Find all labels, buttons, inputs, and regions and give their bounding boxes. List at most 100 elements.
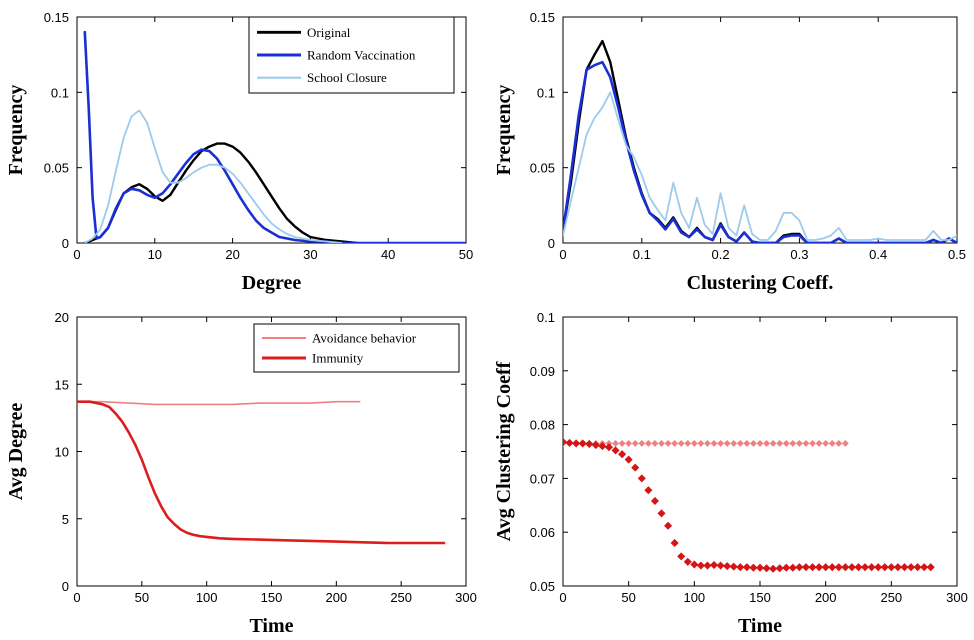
x-tick-label: 0.2 xyxy=(712,247,730,262)
data-point-immunity xyxy=(631,463,640,472)
data-point-avoidance-behavior xyxy=(802,440,810,447)
legend-label-school-closure: School Closure xyxy=(307,70,387,85)
data-point-avoidance-behavior xyxy=(618,440,626,447)
legend: Avoidance behavior Immunity xyxy=(253,323,460,373)
data-point-immunity xyxy=(755,563,765,572)
x-tick-label: 250 xyxy=(880,590,902,605)
series-line-immunity xyxy=(77,400,446,545)
x-tick-label: 300 xyxy=(455,590,477,605)
y-tick-label: 0.07 xyxy=(530,471,555,486)
data-point-avoidance-behavior xyxy=(730,440,738,447)
x-tick-label: 150 xyxy=(261,590,283,605)
y-tick-label: 0.15 xyxy=(530,10,555,25)
data-point-immunity xyxy=(690,560,699,569)
y-tick-label: 20 xyxy=(55,310,69,325)
x-tick-label: 0.5 xyxy=(948,247,966,262)
chart-panel-bottom-right: 0 50 100 150 200 250 300 0.05 0.06 0.07 0.08 0.09 0.… xyxy=(493,310,968,637)
series-immunity xyxy=(563,437,935,573)
data-point-immunity xyxy=(637,474,646,483)
y-tick-label: 0 xyxy=(62,236,69,251)
legend-box xyxy=(248,16,455,94)
data-point-avoidance-behavior xyxy=(841,440,849,447)
x-axis-label: Clustering Coeff. xyxy=(687,272,834,294)
data-point-avoidance-behavior xyxy=(664,440,672,447)
data-point-avoidance-behavior xyxy=(690,440,698,447)
y-tick-label: 0 xyxy=(548,236,555,251)
data-point-avoidance-behavior xyxy=(795,440,803,447)
x-tick-label: 300 xyxy=(946,590,968,605)
data-point-immunity xyxy=(618,450,627,459)
data-point-immunity xyxy=(604,443,613,452)
data-point-immunity xyxy=(808,563,817,572)
x-axis-label: Time xyxy=(249,615,293,637)
data-point-immunity xyxy=(677,552,686,561)
series-line-random-vaccination xyxy=(83,30,466,243)
series-group xyxy=(563,437,935,573)
legend: Original Random Vaccination School Closure xyxy=(248,16,455,94)
series-line-school-closure xyxy=(83,109,343,243)
data-point-immunity xyxy=(710,560,719,570)
data-point-avoidance-behavior xyxy=(769,440,777,447)
data-point-avoidance-behavior xyxy=(763,440,770,447)
data-point-avoidance-behavior xyxy=(638,440,646,447)
y-axis-label: Frequency xyxy=(493,85,515,176)
data-point-immunity xyxy=(578,439,587,448)
y-tick-label: 5 xyxy=(62,512,69,527)
data-point-immunity xyxy=(565,438,574,447)
data-point-immunity xyxy=(703,561,712,570)
data-point-immunity xyxy=(788,563,797,572)
x-tick-label: 250 xyxy=(390,590,412,605)
chart-panel-bottom-left: 0 50 100 150 200 250 300 0 5 10 15 20 Time Avg Degree… xyxy=(5,310,477,637)
series-line-school-closure xyxy=(563,91,957,241)
data-point-immunity xyxy=(801,563,810,572)
plot-area xyxy=(562,316,958,587)
y-tick-label: 0.05 xyxy=(44,161,69,176)
x-tick-label: 30 xyxy=(303,247,317,262)
data-point-immunity xyxy=(696,561,705,570)
y-axis-label: Avg Degree xyxy=(5,403,27,501)
y-tick-label: 0.09 xyxy=(530,364,555,379)
data-point-immunity xyxy=(880,563,889,572)
data-point-immunity xyxy=(664,521,673,530)
data-point-avoidance-behavior xyxy=(684,440,692,447)
data-point-avoidance-behavior xyxy=(835,440,843,447)
data-point-avoidance-behavior xyxy=(697,440,705,447)
x-tick-label: 0.3 xyxy=(790,247,808,262)
data-point-immunity xyxy=(795,563,804,572)
x-tick-label: 10 xyxy=(148,247,162,262)
data-point-immunity xyxy=(815,563,824,572)
data-point-avoidance-behavior xyxy=(625,440,633,447)
data-point-immunity xyxy=(657,509,666,518)
data-point-avoidance-behavior xyxy=(828,440,836,447)
data-point-avoidance-behavior xyxy=(782,440,790,447)
series-group xyxy=(77,400,446,545)
data-point-immunity xyxy=(782,563,791,572)
data-point-immunity xyxy=(926,563,935,572)
y-tick-label: 0.15 xyxy=(44,10,69,25)
data-point-avoidance-behavior xyxy=(743,440,751,447)
chart-panel-top-right: 0 0.1 0.2 0.3 0.4 0.5 0 0.05 0.1 0.15 Clustering C… xyxy=(493,10,966,294)
x-tick-label: 100 xyxy=(683,590,705,605)
data-point-immunity xyxy=(591,441,600,450)
data-point-avoidance-behavior xyxy=(631,440,639,447)
x-tick-label: 200 xyxy=(815,590,837,605)
data-point-immunity xyxy=(907,563,916,572)
data-point-immunity xyxy=(624,455,633,464)
y-tick-label: 10 xyxy=(55,445,69,460)
y-tick-label: 0.05 xyxy=(530,579,555,594)
data-point-immunity xyxy=(834,563,843,572)
data-point-immunity xyxy=(572,439,581,448)
data-point-immunity xyxy=(841,563,850,572)
data-point-immunity xyxy=(893,563,902,572)
legend-label-original: Original xyxy=(307,25,351,40)
y-axis-label: Avg Clustering Coeff xyxy=(493,361,515,541)
data-point-immunity xyxy=(729,562,738,571)
series-line-avoidance-behavior xyxy=(77,400,361,406)
data-point-immunity xyxy=(644,486,653,495)
x-tick-label: 0 xyxy=(73,590,80,605)
x-tick-label: 50 xyxy=(135,590,149,605)
x-tick-label: 0 xyxy=(559,247,566,262)
series-group xyxy=(83,30,466,243)
data-point-immunity xyxy=(742,563,751,572)
